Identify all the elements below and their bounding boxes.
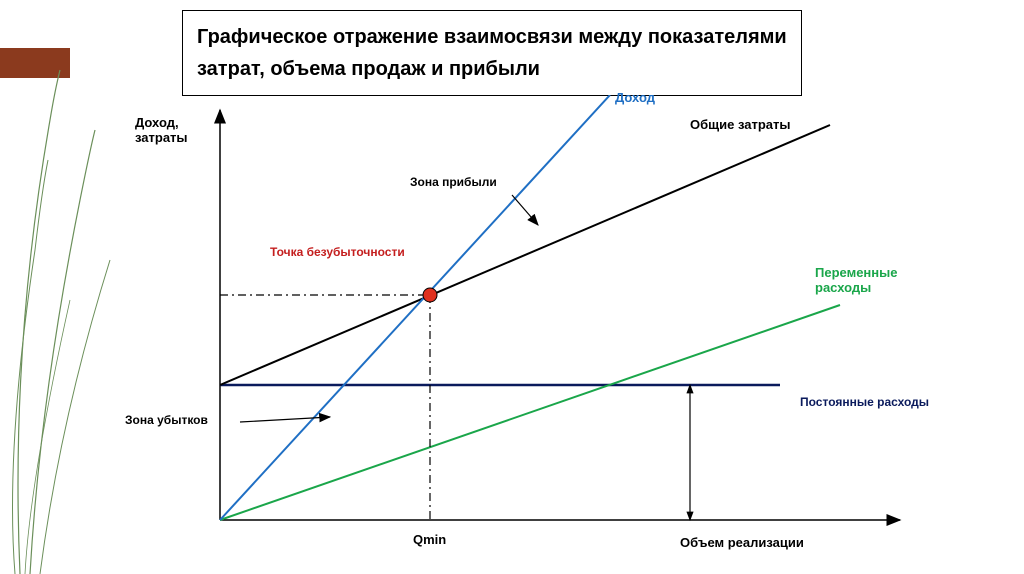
revenue-line xyxy=(220,95,610,520)
revenue-label: Доход xyxy=(615,90,655,105)
title-box: Графическое отражение взаимосвязи между … xyxy=(182,10,802,96)
variable-cost-label: Переменные расходы xyxy=(815,265,925,295)
qmin-label: Qmin xyxy=(413,532,446,547)
total-cost-label: Общие затраты xyxy=(690,117,790,132)
loss-zone-label: Зона убытков xyxy=(125,413,208,427)
profit-zone-label: Зона прибыли xyxy=(410,175,497,189)
accent-bar xyxy=(0,48,70,78)
x-axis-label: Объем реализации xyxy=(680,535,804,550)
chart-svg xyxy=(100,95,980,565)
loss-zone-arrow xyxy=(240,417,330,422)
break-even-label: Точка безубыточности xyxy=(270,245,405,259)
profit-zone-arrow xyxy=(512,195,538,225)
break-even-point xyxy=(423,288,437,302)
y-axis-label: Доход, затраты xyxy=(135,115,205,145)
page-title: Графическое отражение взаимосвязи между … xyxy=(197,21,787,85)
fixed-cost-label: Постоянные расходы xyxy=(800,395,929,409)
breakeven-chart: Доход, затраты Объем реализации Доход Об… xyxy=(100,95,980,565)
variable-cost-line xyxy=(220,305,840,520)
